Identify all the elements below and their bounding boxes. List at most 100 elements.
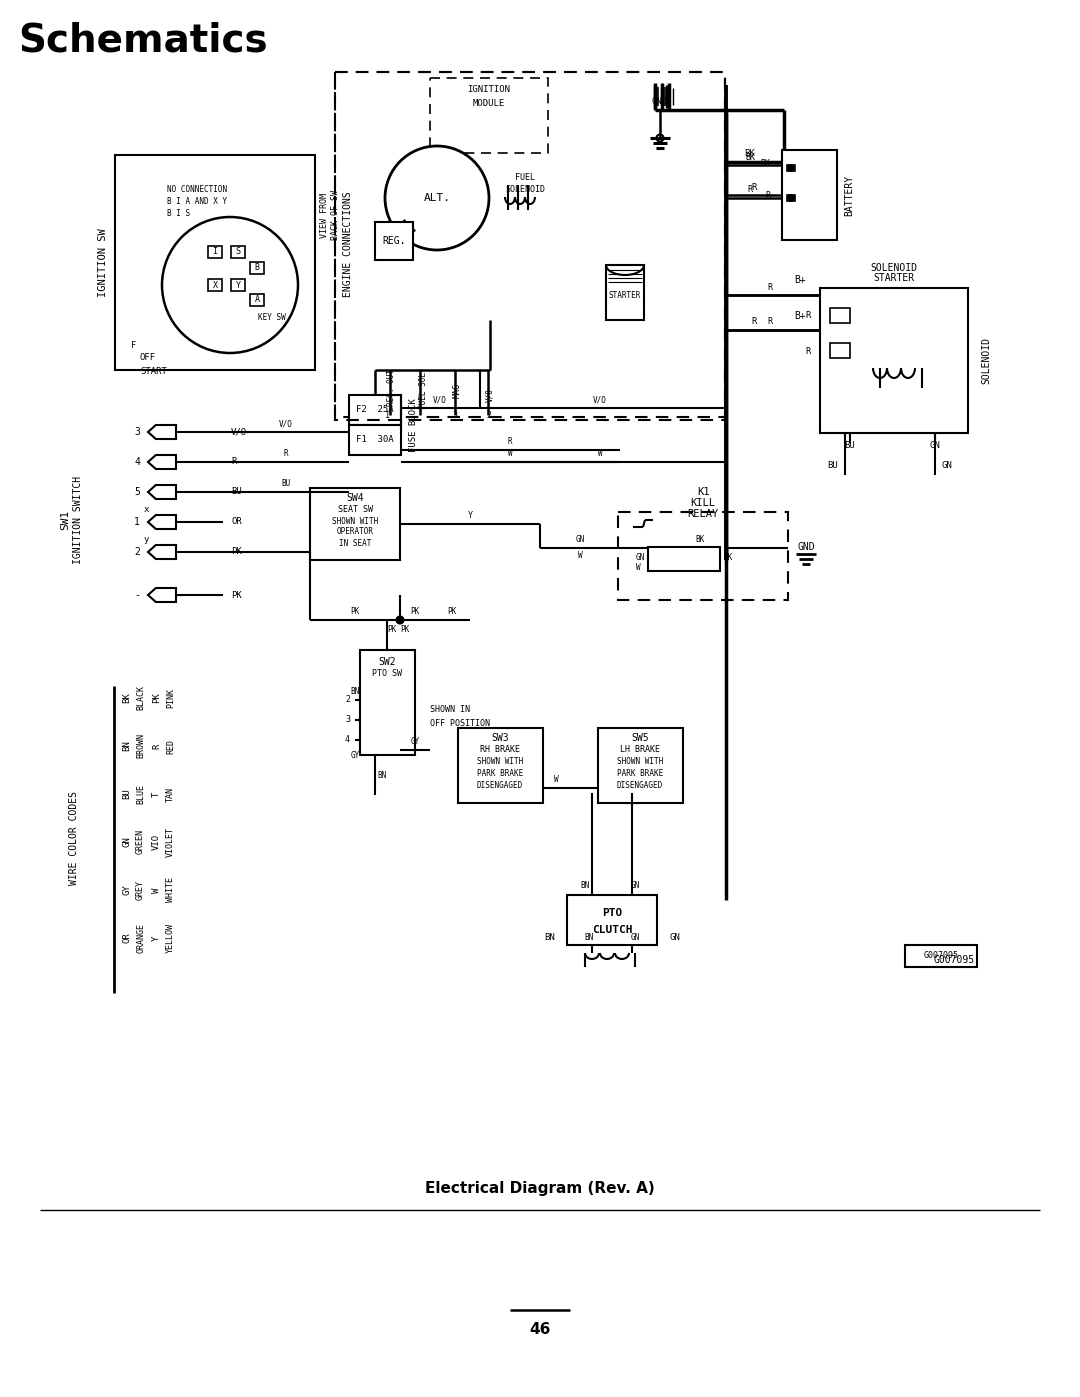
Text: PTO: PTO bbox=[602, 908, 622, 918]
Text: VIEW FROM: VIEW FROM bbox=[320, 193, 329, 237]
Text: -: - bbox=[134, 590, 140, 599]
Bar bbox=[430, 78, 548, 154]
Text: GND: GND bbox=[797, 542, 814, 552]
Text: BN: BN bbox=[122, 740, 131, 752]
Text: ENGINE CONNECTIONS: ENGINE CONNECTIONS bbox=[343, 191, 353, 298]
Text: R: R bbox=[284, 450, 288, 458]
Text: REG.: REG. bbox=[382, 236, 406, 246]
Bar bbox=[360, 650, 415, 754]
Text: DISENGAGED: DISENGAGED bbox=[477, 781, 523, 791]
Text: PK: PK bbox=[388, 626, 396, 634]
Text: Y: Y bbox=[468, 511, 473, 521]
Polygon shape bbox=[148, 455, 176, 469]
Text: 3: 3 bbox=[453, 411, 458, 419]
Text: V/O: V/O bbox=[433, 395, 447, 405]
Text: F1  30A: F1 30A bbox=[356, 436, 394, 444]
Circle shape bbox=[384, 147, 489, 250]
Text: B I S: B I S bbox=[167, 210, 190, 218]
Text: SOLENOID: SOLENOID bbox=[870, 263, 918, 272]
Text: Y: Y bbox=[235, 281, 241, 289]
Text: SW1: SW1 bbox=[60, 510, 70, 529]
Text: START: START bbox=[140, 367, 167, 377]
Bar bbox=[606, 265, 644, 320]
Text: DISENGAGED: DISENGAGED bbox=[617, 781, 663, 791]
Text: OPERATOR: OPERATOR bbox=[337, 528, 374, 536]
Text: STARTER: STARTER bbox=[609, 291, 642, 299]
Text: SW3: SW3 bbox=[491, 733, 509, 743]
Circle shape bbox=[396, 616, 404, 623]
Text: W: W bbox=[636, 563, 640, 573]
Text: GN: GN bbox=[930, 440, 941, 450]
Text: BK: BK bbox=[760, 158, 770, 168]
Text: SOLENOID: SOLENOID bbox=[505, 186, 545, 194]
Bar bbox=[618, 511, 788, 599]
Text: R: R bbox=[806, 346, 811, 355]
Text: Electrical Diagram (Rev. A): Electrical Diagram (Rev. A) bbox=[426, 1180, 654, 1196]
Text: PK: PK bbox=[152, 693, 161, 703]
Text: GND: GND bbox=[652, 98, 669, 106]
Text: W: W bbox=[152, 887, 161, 893]
Text: R: R bbox=[765, 190, 770, 200]
Text: GN: GN bbox=[631, 933, 639, 942]
Text: V/O: V/O bbox=[486, 388, 495, 402]
Polygon shape bbox=[148, 425, 176, 439]
Bar bbox=[114, 155, 315, 370]
Text: R: R bbox=[152, 743, 161, 749]
Bar bbox=[335, 73, 725, 420]
Bar bbox=[249, 263, 264, 274]
Text: A: A bbox=[255, 296, 259, 305]
Text: FUSE BLOCK: FUSE BLOCK bbox=[409, 398, 419, 451]
Text: Schematics: Schematics bbox=[18, 21, 268, 59]
Text: IGNITION SWITCH: IGNITION SWITCH bbox=[73, 476, 83, 564]
Text: 2: 2 bbox=[345, 696, 350, 704]
Text: I: I bbox=[213, 247, 217, 257]
Text: GY: GY bbox=[122, 884, 131, 895]
Polygon shape bbox=[148, 485, 176, 499]
Text: SHOWN IN: SHOWN IN bbox=[430, 705, 470, 714]
Text: YELLOW: YELLOW bbox=[166, 923, 175, 953]
Text: VIO: VIO bbox=[152, 834, 161, 849]
Bar bbox=[310, 488, 400, 560]
Text: STARTER: STARTER bbox=[874, 272, 915, 284]
Text: PINK: PINK bbox=[166, 687, 175, 708]
Text: IGNITION SW: IGNITION SW bbox=[98, 228, 108, 298]
Circle shape bbox=[788, 165, 794, 170]
Bar bbox=[831, 344, 850, 358]
Bar bbox=[787, 196, 795, 201]
Text: Y: Y bbox=[152, 936, 161, 940]
Text: x: x bbox=[144, 506, 149, 514]
Text: 5: 5 bbox=[134, 488, 140, 497]
Text: GN: GN bbox=[942, 461, 953, 469]
Text: R: R bbox=[747, 186, 753, 194]
Text: GN: GN bbox=[122, 837, 131, 848]
Text: G007095: G007095 bbox=[923, 951, 959, 961]
Text: WIRE COLOR CODES: WIRE COLOR CODES bbox=[69, 791, 79, 886]
Text: SW5: SW5 bbox=[631, 733, 649, 743]
Text: BK: BK bbox=[122, 693, 131, 703]
Text: BU: BU bbox=[282, 479, 291, 489]
Text: MODULE: MODULE bbox=[473, 99, 505, 108]
Text: GY: GY bbox=[350, 750, 360, 760]
Text: BN: BN bbox=[580, 880, 590, 890]
Text: PK: PK bbox=[447, 608, 457, 616]
Bar bbox=[231, 279, 245, 291]
Text: GN: GN bbox=[669, 933, 679, 942]
Text: R: R bbox=[768, 282, 772, 292]
Text: B+: B+ bbox=[794, 275, 806, 285]
Bar bbox=[335, 73, 725, 416]
Text: PK: PK bbox=[410, 608, 420, 616]
Text: PK: PK bbox=[231, 591, 242, 599]
Circle shape bbox=[788, 196, 794, 201]
Text: OR: OR bbox=[122, 933, 131, 943]
Text: GY: GY bbox=[410, 738, 420, 746]
Bar bbox=[905, 944, 977, 967]
Text: GN: GN bbox=[636, 552, 645, 562]
Circle shape bbox=[162, 217, 298, 353]
Text: 3: 3 bbox=[134, 427, 140, 437]
Text: CLUTCH: CLUTCH bbox=[592, 925, 632, 935]
Text: W: W bbox=[597, 450, 603, 458]
Text: BK: BK bbox=[745, 152, 755, 162]
Text: FUEL: FUEL bbox=[515, 173, 535, 183]
Text: W: W bbox=[508, 450, 512, 458]
Text: BLUE: BLUE bbox=[136, 784, 145, 805]
